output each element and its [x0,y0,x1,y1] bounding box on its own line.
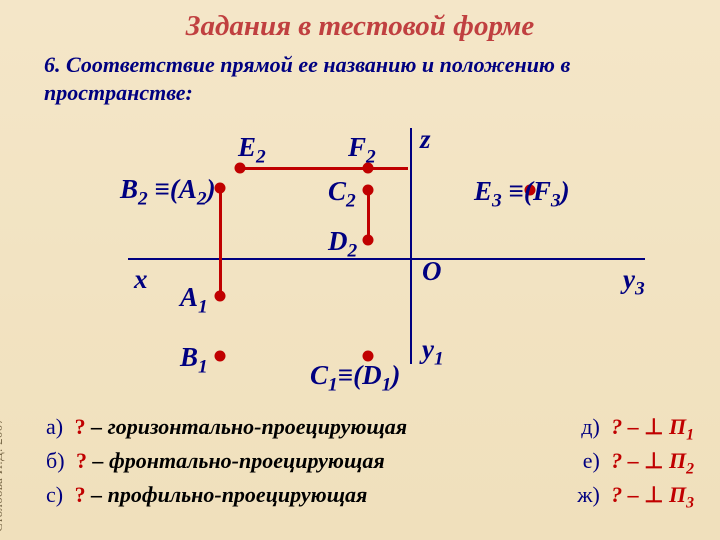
label-B2A2: B2 ≡(A2) [120,174,216,210]
side-credit: Столбова И.Д. 2007 [0,418,6,532]
answer-right: е) ? – ⊥ П2 [583,448,694,478]
answer-tag: а) [46,414,63,439]
question-text: 6. Соответствие прямой ее названию и пол… [0,43,720,106]
axis-line [410,258,645,260]
answer-q: ? [75,482,86,507]
point-D2 [363,235,374,246]
line-CD [367,190,370,240]
axis-label-y1: y1 [422,334,444,370]
point-C2 [363,185,374,196]
axis-line [128,258,410,260]
answer-row: б) ? – фронтально-проецирующаяе) ? – ⊥ П… [46,448,700,474]
diagram: zxOy3y1E2F2B2 ≡(A2)C2D2E3 ≡(F3)A1B1C1≡(D… [90,128,650,398]
label-E3F3: E3 ≡(F3) [474,176,570,212]
answer-tag: с) [46,482,63,507]
answer-q: ? [75,414,86,439]
label-C2: C2 [328,176,356,212]
answer-right: ж) ? – ⊥ П3 [577,482,694,512]
answer-row: а) ? – горизонтально-проецирующаяд) ? – … [46,414,700,440]
answers-block: а) ? – горизонтально-проецирующая д) ? – … [46,414,700,516]
axis-label-x: x [134,264,148,295]
answer-tag: б) [46,448,65,473]
line-BA [219,188,222,296]
label-A1: A1 [180,282,208,318]
answer-text: – профильно-проецирующая [86,482,368,507]
answer-right: д) ? – ⊥ П1 [581,414,694,444]
answer-q: ? [76,448,87,473]
point-A1 [215,291,226,302]
axis-label-y3: y3 [623,264,645,300]
label-E2: E2 [238,132,266,168]
page-title: Задания в тестовой форме [0,0,720,43]
axis-label-o: O [422,256,442,287]
answer-text: – горизонтально-проецирующая [86,414,408,439]
axis-line [410,258,412,364]
label-D2: D2 [328,226,357,262]
point-B2A2 [215,183,226,194]
axis-label-z: z [420,124,431,155]
answer-row: с) ? – профильно-проецирующаяж) ? – ⊥ П3 [46,482,700,508]
axis-line [410,128,412,258]
label-B1: B1 [180,342,208,378]
label-C1D1: C1≡(D1) [310,360,400,396]
label-F2: F2 [348,132,376,168]
answer-text: – фронтально-проецирующая [87,448,385,473]
point-B1 [215,351,226,362]
